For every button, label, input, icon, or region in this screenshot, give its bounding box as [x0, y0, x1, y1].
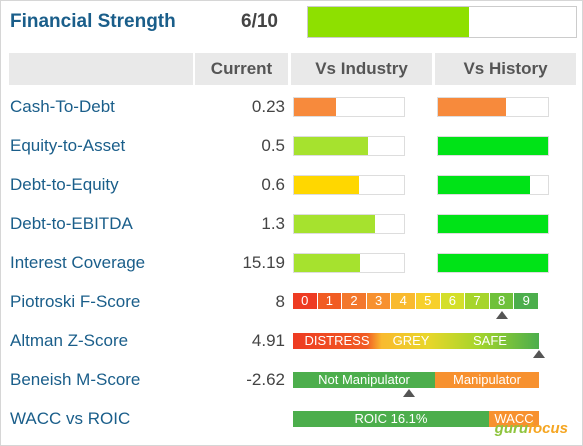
logo-part-guru: guru [494, 420, 528, 437]
row-value-altman: 4.91 [251, 331, 285, 350]
industry-bar-interest-coverage [293, 253, 405, 273]
history-bar-debt-to-ebitda [437, 214, 549, 234]
industry-bar-debt-to-equity [293, 175, 405, 195]
gurufocus-logo: gurufocus [495, 420, 568, 437]
history-bar-interest-coverage [437, 253, 549, 273]
altman-zone-grey: GREY [392, 333, 430, 348]
history-bar-fill [438, 254, 548, 272]
row-value-interest-coverage: 15.19 [242, 253, 285, 272]
row-label-debt-to-ebitda[interactable]: Debt-to-EBITDA [10, 214, 133, 233]
score-bar-fill [308, 7, 469, 37]
industry-bar-fill [294, 254, 360, 272]
roic-segment: ROIC 16.1% [293, 411, 489, 427]
row-value-debt-to-ebitda: 1.3 [261, 214, 285, 233]
piotroski-step-4: 4 [391, 293, 415, 309]
history-bar-fill [438, 215, 548, 233]
history-bar-fill [438, 137, 548, 155]
industry-bar-equity-to-asset [293, 136, 405, 156]
altman-scale: DISTRESS GREY SAFE [293, 333, 539, 349]
header-blank [9, 53, 193, 85]
column-header-vs-industry: Vs Industry [291, 53, 432, 85]
beneish-scale: Not Manipulator Manipulator [293, 372, 539, 388]
industry-bar-cash-to-debt [293, 97, 405, 117]
row-label-debt-to-equity[interactable]: Debt-to-Equity [10, 175, 119, 194]
row-label-equity-to-asset[interactable]: Equity-to-Asset [10, 136, 126, 155]
altman-zone-distress: DISTRESS [304, 333, 370, 348]
piotroski-step-7: 7 [465, 293, 489, 309]
score-bar [307, 6, 577, 38]
wacc-roic-bar: ROIC 16.1% WACC [293, 411, 539, 427]
piotroski-marker [496, 311, 509, 319]
history-bar-fill [438, 98, 507, 116]
beneish-zone-not-manipulator: Not Manipulator [293, 372, 435, 388]
altman-zone-safe: SAFE [473, 333, 507, 348]
piotroski-step-6: 6 [440, 293, 465, 309]
piotroski-step-8: 8 [489, 293, 514, 309]
piotroski-step-0: 0 [293, 293, 317, 309]
row-label-interest-coverage[interactable]: Interest Coverage [10, 253, 146, 272]
industry-bar-fill [294, 98, 336, 116]
industry-bar-fill [294, 215, 376, 233]
piotroski-step-3: 3 [366, 293, 391, 309]
row-label-cash-to-debt[interactable]: Cash-To-Debt [10, 97, 115, 116]
panel-title: Financial Strength [10, 11, 176, 32]
wacc-segment: WACC [489, 411, 539, 427]
piotroski-step-1: 1 [317, 293, 342, 309]
score-value: 6/10 [241, 11, 278, 32]
row-label-wacc-vs-roic[interactable]: WACC vs ROIC [10, 409, 131, 428]
column-header-vs-history: Vs History [435, 53, 576, 85]
beneish-marker [402, 389, 415, 397]
row-value-cash-to-debt: 0.23 [251, 97, 285, 116]
altman-marker [533, 350, 545, 358]
row-label-altman[interactable]: Altman Z-Score [10, 331, 129, 350]
industry-bar-fill [294, 176, 359, 194]
row-value-beneish: -2.62 [246, 370, 285, 389]
column-header-current: Current [195, 53, 288, 85]
row-value-debt-to-equity: 0.6 [261, 175, 285, 194]
row-label-beneish[interactable]: Beneish M-Score [10, 370, 141, 389]
history-bar-equity-to-asset [437, 136, 549, 156]
row-label-piotroski[interactable]: Piotroski F-Score [10, 292, 141, 311]
logo-part-focus: focus [527, 420, 568, 437]
industry-bar-debt-to-ebitda [293, 214, 405, 234]
row-value-equity-to-asset: 0.5 [261, 136, 285, 155]
history-bar-fill [438, 176, 531, 194]
piotroski-step-5: 5 [416, 293, 440, 309]
industry-bar-fill [294, 137, 368, 155]
piotroski-step-2: 2 [342, 293, 366, 309]
beneish-zone-manipulator: Manipulator [435, 372, 539, 388]
row-value-piotroski: 8 [275, 292, 285, 311]
piotroski-step-9: 9 [514, 293, 538, 309]
history-bar-cash-to-debt [437, 97, 549, 117]
history-bar-debt-to-equity [437, 175, 549, 195]
